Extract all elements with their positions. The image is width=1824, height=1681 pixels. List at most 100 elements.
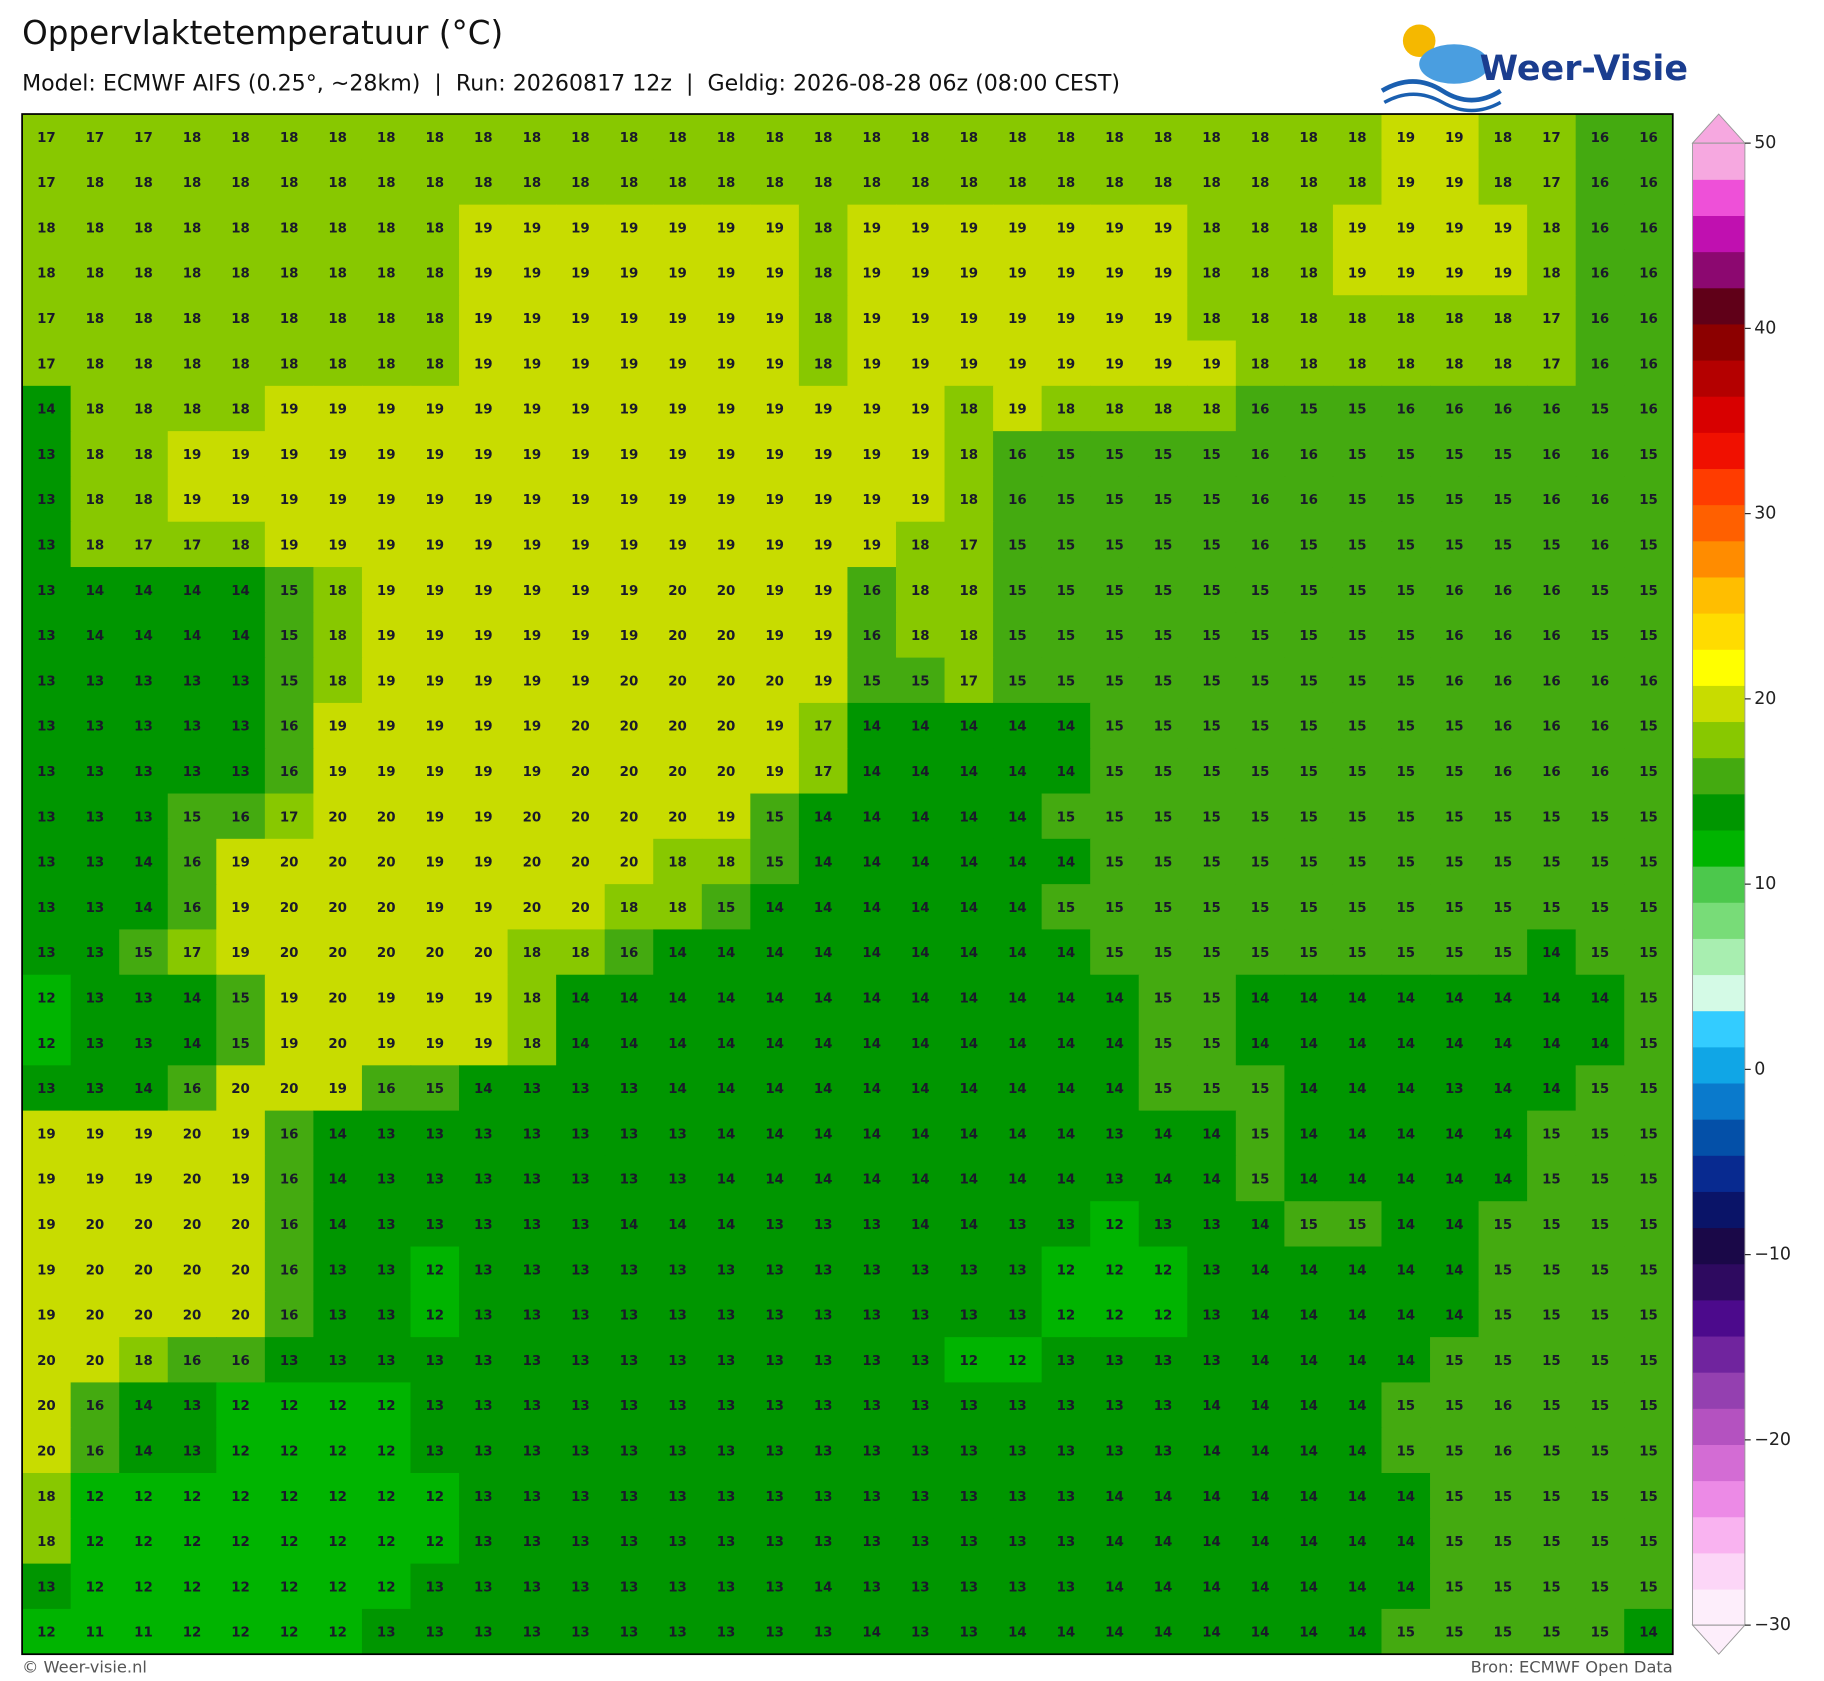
temp-label: 13: [862, 1490, 881, 1505]
temp-cell: [361, 249, 412, 296]
temp-label: 19: [377, 720, 396, 735]
temp-label: 19: [620, 221, 639, 236]
temp-label: 13: [1008, 1445, 1027, 1460]
temp-label: 15: [1154, 992, 1173, 1007]
temp-label: 15: [862, 674, 881, 689]
temp-cell: [459, 476, 509, 523]
temp-label: 20: [620, 856, 639, 871]
temp-label: 19: [231, 856, 250, 871]
colorbar-tick-label: 30: [1754, 504, 1776, 524]
temp-cell: [507, 838, 557, 885]
temp-cell: [22, 1110, 72, 1157]
temp-label: 13: [523, 1309, 542, 1324]
temp-cell: [1624, 476, 1674, 523]
temp-label: 14: [1202, 1127, 1221, 1142]
temp-cell: [1235, 929, 1286, 976]
temp-cell: [264, 385, 315, 432]
temp-label: 13: [814, 1399, 833, 1414]
temp-label: 20: [620, 720, 639, 735]
colorbar-bin: [1692, 829, 1745, 867]
temp-label: 15: [1639, 856, 1658, 871]
temp-cell: [1575, 702, 1625, 749]
temp-label: 19: [862, 312, 881, 327]
temp-cell: [556, 657, 606, 704]
temp-cell: [1235, 521, 1286, 568]
temp-label: 13: [1008, 1535, 1027, 1550]
temp-label: 15: [425, 1082, 444, 1097]
temp-label: 13: [523, 1173, 542, 1188]
temp-label: 19: [862, 493, 881, 508]
temp-cell: [1624, 1246, 1674, 1293]
temp-cell: [216, 159, 266, 206]
temp-label: 17: [37, 131, 56, 146]
temp-label: 12: [377, 1490, 396, 1505]
temp-cell: [1235, 1246, 1286, 1293]
temp-label: 15: [1445, 810, 1464, 825]
temp-cell: [119, 521, 169, 568]
temp-cell: [847, 249, 897, 296]
temp-label: 19: [717, 267, 736, 282]
temp-label: 18: [1202, 267, 1221, 282]
temp-label: 16: [231, 1354, 250, 1369]
temp-label: 19: [765, 720, 784, 735]
temp-cell: [264, 204, 315, 251]
temp-cell: [119, 1563, 169, 1610]
temp-cell: [798, 1518, 849, 1565]
temp-label: 15: [1202, 810, 1221, 825]
temp-cell: [1332, 249, 1383, 296]
temp-cell: [750, 476, 800, 523]
temp-cell: [264, 521, 315, 568]
temp-cell: [410, 340, 460, 387]
temp-label: 15: [1202, 629, 1221, 644]
temp-cell: [410, 1291, 460, 1338]
temp-cell: [264, 1110, 315, 1157]
temp-cell: [216, 1382, 266, 1429]
temp-label: 13: [765, 1263, 784, 1278]
temp-label: 14: [1057, 1082, 1076, 1097]
temp-cell: [1332, 974, 1383, 1021]
temp-cell: [847, 838, 897, 885]
temp-cell: [1187, 974, 1237, 1021]
temp-cell: [847, 748, 897, 795]
temp-cell: [847, 1065, 897, 1112]
temp-label: 14: [1299, 992, 1318, 1007]
temp-label: 13: [1154, 1218, 1173, 1233]
temp-cell: [653, 521, 703, 568]
temp-label: 20: [668, 629, 687, 644]
temp-label: 20: [134, 1218, 153, 1233]
temp-label: 19: [474, 629, 493, 644]
temp-label: 19: [620, 403, 639, 418]
temp-label: 19: [425, 1037, 444, 1052]
temp-cell: [119, 702, 169, 749]
temp-label: 16: [1542, 493, 1561, 508]
temp-label: 15: [1445, 856, 1464, 871]
temp-label: 14: [183, 1037, 202, 1052]
temp-cell: [1090, 476, 1140, 523]
temp-cell: [1284, 249, 1334, 296]
temp-cell: [119, 1065, 169, 1112]
temp-cell: [556, 340, 606, 387]
temp-label: 12: [86, 1580, 105, 1595]
temp-label: 18: [911, 131, 930, 146]
temp-cell: [1527, 1201, 1577, 1248]
temp-label: 18: [1445, 357, 1464, 372]
temp-label: 13: [1154, 1354, 1173, 1369]
temp-cell: [459, 295, 509, 342]
temp-label: 14: [1251, 1354, 1270, 1369]
temp-label: 13: [523, 1626, 542, 1641]
temp-label: 14: [814, 1127, 833, 1142]
temp-label: 14: [814, 810, 833, 825]
temp-label: 13: [377, 1309, 396, 1324]
temp-label: 13: [814, 1263, 833, 1278]
temp-cell: [750, 340, 800, 387]
temp-cell: [459, 249, 509, 296]
temp-label: 19: [620, 267, 639, 282]
temp-label: 13: [765, 1626, 784, 1641]
temp-label: 19: [474, 765, 493, 780]
temp-cell: [1430, 1427, 1480, 1474]
temp-label: 18: [523, 992, 542, 1007]
temp-label: 15: [1202, 856, 1221, 871]
temp-cell: [750, 295, 800, 342]
temp-label: 13: [474, 1535, 493, 1550]
temp-cell: [993, 114, 1043, 161]
